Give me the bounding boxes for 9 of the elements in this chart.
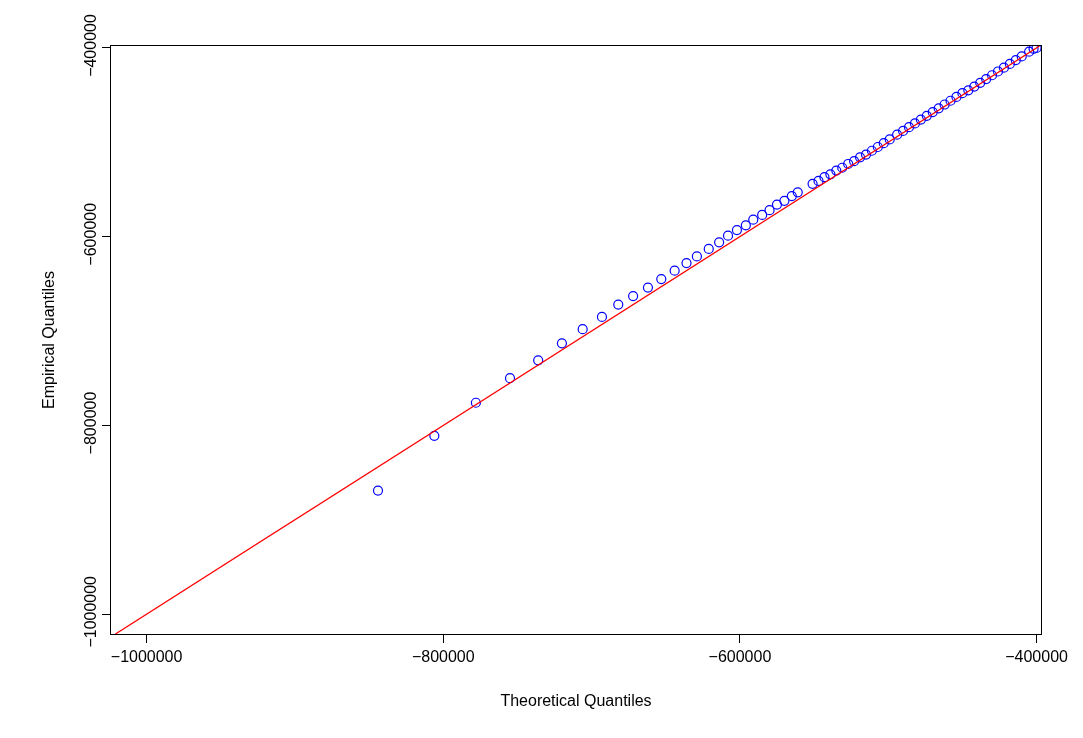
y-tick-label: −600000 bbox=[81, 202, 99, 266]
x-tick-label: −1000000 bbox=[110, 648, 183, 666]
x-tick-label: −600000 bbox=[708, 648, 772, 666]
x-axis-title: Theoretical Quantiles bbox=[500, 691, 652, 709]
y-tick-label: −400000 bbox=[81, 14, 99, 77]
y-tick-label: −800000 bbox=[81, 391, 99, 455]
x-tick-label: −800000 bbox=[411, 648, 475, 666]
x-tick-label: −400000 bbox=[1005, 648, 1069, 666]
y-axis-title: Empirical Quantiles bbox=[40, 271, 58, 409]
